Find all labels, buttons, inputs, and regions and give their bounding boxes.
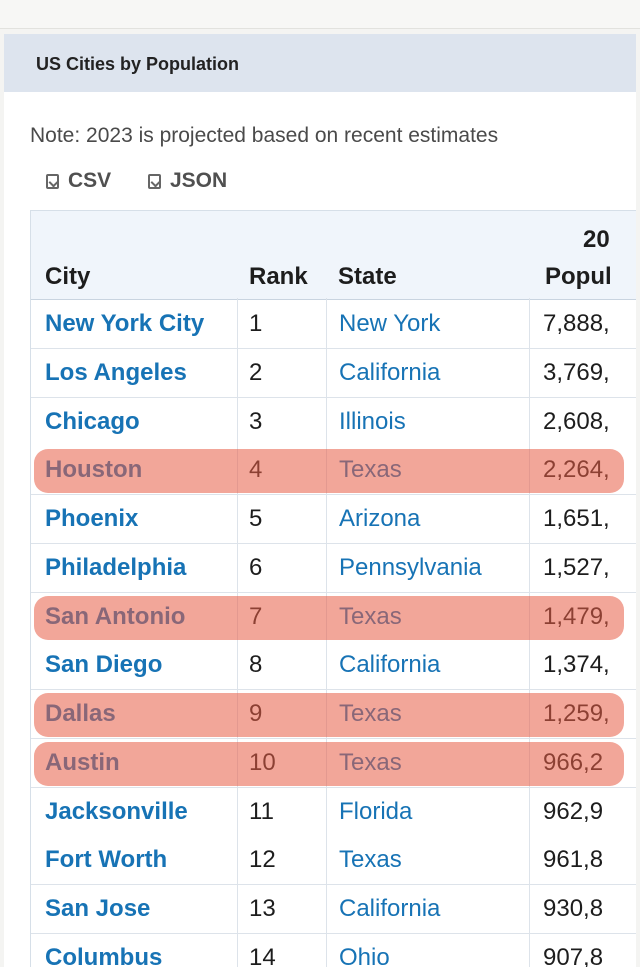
json-download-button[interactable]: JSON — [148, 169, 227, 193]
header-rank[interactable]: Rank — [249, 263, 308, 290]
population-cell: 907,8 — [543, 943, 604, 967]
state-link[interactable]: Texas — [339, 748, 402, 776]
city-link[interactable]: Philadelphia — [45, 553, 187, 581]
state-link[interactable]: Texas — [339, 846, 402, 874]
state-link[interactable]: Texas — [339, 602, 402, 630]
rank-cell: 11 — [249, 797, 274, 825]
city-link[interactable]: Jacksonville — [45, 797, 188, 825]
table-row: Columbus 14 Ohio 907,8 — [31, 933, 636, 967]
table-row: Los Angeles 2 California 3,769, — [31, 348, 636, 398]
table-card: US Cities by Population Note: 2023 is pr… — [4, 34, 636, 967]
rank-cell: 6 — [249, 553, 263, 581]
city-link[interactable]: Austin — [45, 748, 120, 776]
state-link[interactable]: Texas — [339, 456, 402, 484]
city-link[interactable]: Fort Worth — [45, 846, 168, 874]
table-row: San Diego 8 California 1,374, — [31, 641, 636, 691]
city-link[interactable]: Columbus — [45, 943, 163, 967]
header-state[interactable]: State — [338, 263, 397, 290]
state-link[interactable]: Texas — [339, 700, 402, 727]
rank-cell: 7 — [249, 602, 263, 630]
state-link[interactable]: Ohio — [339, 943, 390, 967]
state-link[interactable]: Florida — [339, 797, 413, 825]
state-link[interactable]: California — [339, 651, 441, 679]
header-population[interactable]: Popul — [545, 263, 612, 290]
table-row: Phoenix 5 Arizona 1,651, — [31, 495, 636, 544]
city-link[interactable]: San Antonio — [45, 602, 186, 630]
table-row: New York City 1 New York 7,888, — [31, 300, 636, 349]
download-file-icon — [46, 173, 59, 189]
state-link[interactable]: Pennsylvania — [339, 553, 482, 581]
csv-download-button[interactable]: CSV — [46, 169, 111, 193]
column-divider — [326, 298, 327, 967]
city-link[interactable]: San Jose — [45, 895, 151, 922]
rank-cell: 12 — [249, 846, 276, 874]
state-link[interactable]: Arizona — [339, 505, 421, 532]
population-cell: 930,8 — [543, 895, 604, 922]
population-cell: 2,608, — [543, 407, 610, 435]
page-title: US Cities by Population — [36, 54, 240, 74]
table-row: Jacksonville 11 Florida 962,9 — [31, 787, 636, 837]
top-strip — [0, 0, 640, 29]
population-cell: 1,259, — [543, 700, 610, 727]
city-link[interactable]: Phoenix — [45, 505, 139, 532]
rank-cell: 5 — [249, 505, 263, 532]
rank-cell: 14 — [249, 943, 276, 967]
title-bar: US Cities by Population — [4, 34, 636, 92]
rank-cell: 9 — [249, 700, 263, 727]
population-cell: 961,8 — [543, 846, 604, 874]
population-cell: 1,527, — [543, 553, 610, 581]
rank-cell: 4 — [249, 456, 263, 484]
rank-cell: 2 — [249, 358, 263, 386]
city-link[interactable]: Los Angeles — [45, 358, 187, 386]
column-divider — [529, 298, 530, 967]
note-text: Note: 2023 is projected based on recent … — [30, 124, 499, 147]
table-row: San Antonio 7 Texas 1,479, — [31, 592, 636, 642]
column-divider — [237, 298, 238, 967]
population-cell: 1,651, — [543, 505, 610, 532]
table-row: Chicago 3 Illinois 2,608, — [31, 397, 636, 447]
rank-cell: 1 — [249, 310, 263, 337]
json-download-label: JSON — [170, 169, 228, 192]
table-row: Fort Worth 12 Texas 961,8 — [31, 836, 636, 886]
table-header: City Rank State 20 Popul — [31, 210, 636, 301]
state-link[interactable]: Illinois — [339, 407, 406, 435]
rank-cell: 10 — [249, 748, 276, 776]
state-link[interactable]: California — [339, 358, 441, 386]
table-row: San Jose 13 California 930,8 — [31, 885, 636, 934]
table-row: Houston 4 Texas 2,264, — [31, 446, 636, 496]
rank-cell: 13 — [249, 895, 276, 922]
csv-download-label: CSV — [68, 169, 112, 192]
table-row: Dallas 9 Texas 1,259, — [31, 690, 636, 739]
header-city[interactable]: City — [45, 263, 91, 290]
header-year: 20 — [583, 226, 610, 253]
population-cell: 1,479, — [543, 602, 610, 630]
city-link[interactable]: Chicago — [45, 407, 140, 435]
table-row: Philadelphia 6 Pennsylvania 1,527, — [31, 543, 636, 593]
city-link[interactable]: Dallas — [45, 700, 116, 727]
population-cell: 962,9 — [543, 797, 604, 825]
population-cell: 1,374, — [543, 651, 610, 679]
rank-cell: 8 — [249, 651, 263, 679]
table-row: Austin 10 Texas 966,2 — [31, 738, 636, 788]
download-file-icon — [148, 173, 161, 189]
population-cell: 3,769, — [543, 358, 610, 386]
rank-cell: 3 — [249, 407, 263, 435]
city-link[interactable]: Houston — [45, 456, 143, 484]
state-link[interactable]: California — [339, 895, 441, 922]
state-link[interactable]: New York — [339, 310, 441, 337]
population-cell: 2,264, — [543, 456, 610, 484]
city-link[interactable]: New York City — [45, 310, 205, 337]
cities-table: City Rank State 20 Popul New York City 1 N… — [30, 210, 636, 967]
city-link[interactable]: San Diego — [45, 651, 163, 679]
population-cell: 7,888, — [543, 310, 610, 337]
population-cell: 966,2 — [543, 748, 604, 776]
